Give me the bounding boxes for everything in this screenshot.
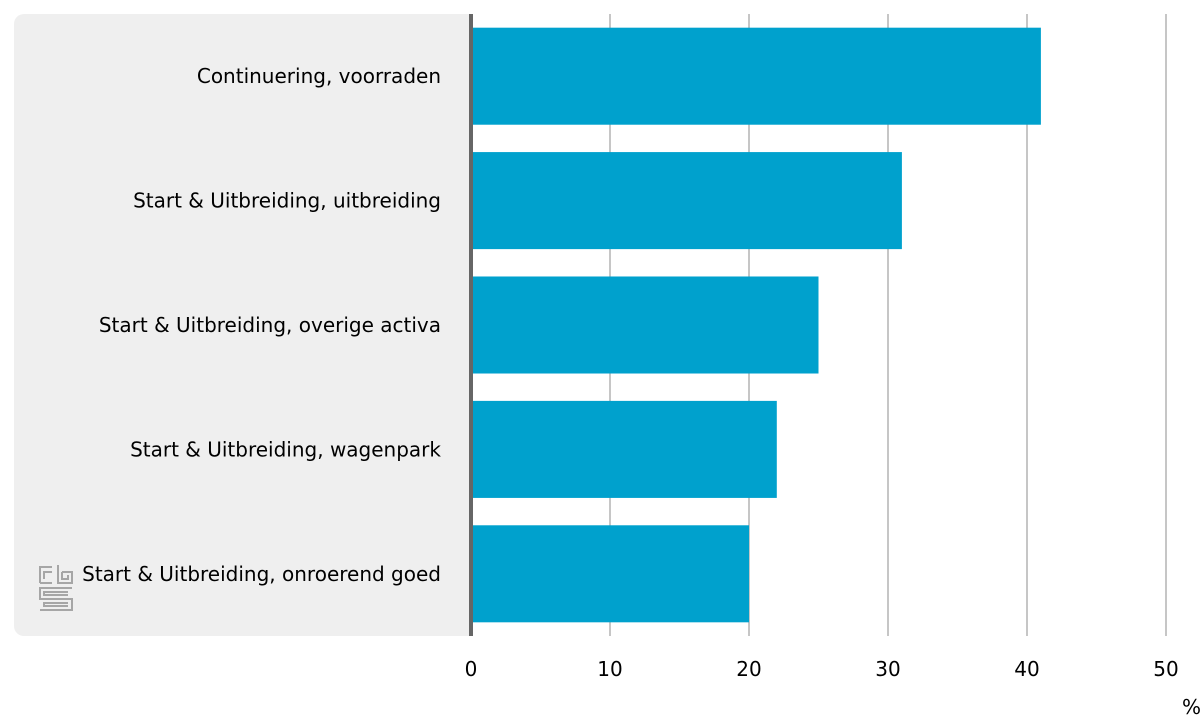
category-labels: Continuering, voorraden Start & Uitbreidi… — [82, 64, 441, 586]
bar — [471, 276, 819, 374]
category-label: Continuering, voorraden — [197, 64, 441, 88]
x-tick-label: 20 — [736, 657, 761, 681]
bar — [471, 27, 1041, 125]
category-label-panel — [14, 14, 471, 636]
category-label: Start & Uitbreiding, wagenpark — [130, 437, 441, 461]
unit-label: % — [1182, 695, 1201, 716]
category-label: Start & Uitbreiding, overige activa — [99, 313, 441, 337]
x-tick-label: 50 — [1153, 657, 1178, 681]
x-tick-label: 30 — [875, 657, 900, 681]
bar — [471, 525, 749, 623]
bars — [471, 27, 1041, 623]
x-axis-ticks: 0 10 20 30 40 50 — [465, 657, 1179, 681]
category-label: Start & Uitbreiding, uitbreiding — [133, 189, 441, 213]
bar — [471, 400, 777, 498]
x-tick-label: 40 — [1014, 657, 1039, 681]
x-tick-label: 0 — [465, 657, 478, 681]
x-tick-label: 10 — [597, 657, 622, 681]
category-label: Start & Uitbreiding, onroerend goed — [82, 562, 441, 586]
bar — [471, 152, 902, 250]
cbs-logo-icon — [39, 565, 73, 611]
